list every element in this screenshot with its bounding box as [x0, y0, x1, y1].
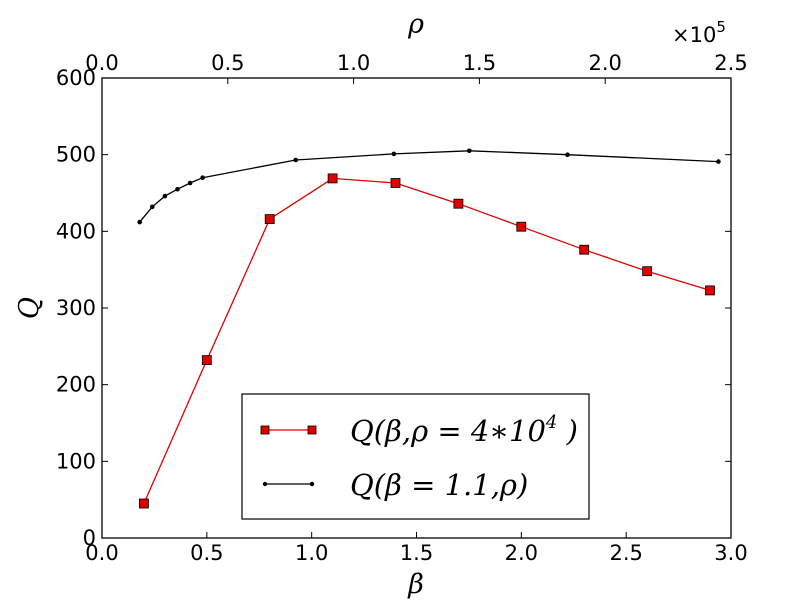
y-tick-label: 200	[56, 373, 96, 397]
series-1-point	[391, 151, 397, 157]
y-tick-label: 0	[83, 526, 96, 550]
ticks-layer: 0.0 0.5 1.0 1.5 2.0 2.5 3.0 0.0 0.5 1.0 1.5 2.0 2.5 0…	[56, 51, 748, 565]
series-0-point	[705, 285, 715, 296]
series-0-point	[201, 355, 212, 366]
series-0-point	[138, 498, 149, 509]
legend: Q(β,ρ = 4∗104 ) Q(β = 1.1,ρ)	[241, 393, 590, 520]
x-tick-label: 1.5	[400, 541, 433, 565]
multiplier-base: ×10	[672, 23, 716, 47]
top-axis-label: ρ	[407, 9, 424, 40]
y-tick-label: 500	[56, 143, 96, 167]
top-tick-label: 1.0	[337, 51, 370, 75]
series-1-point	[187, 180, 193, 186]
top-tick-label: 1.5	[463, 51, 496, 75]
series-1-point	[467, 148, 472, 154]
series-1-point	[293, 157, 299, 163]
series-0-point	[327, 173, 338, 184]
legend-entry-black: Q(β = 1.1,ρ)	[350, 468, 528, 502]
x-tick-label: 1.0	[295, 541, 328, 565]
series-0-point	[516, 221, 527, 232]
series-0-point	[579, 244, 590, 255]
y-tick-label: 100	[56, 449, 96, 473]
y-tick-label: 400	[56, 219, 96, 243]
x-tick-label: 0.0	[85, 541, 118, 565]
y-tick-label: 300	[56, 296, 96, 320]
plot-area-frame	[101, 77, 732, 539]
x-tick-label: 2.5	[609, 541, 642, 565]
series-layer	[137, 148, 721, 509]
svg-text:×105: ×105	[672, 18, 726, 47]
y-axis-label: Q	[14, 297, 45, 319]
series-1-point	[716, 159, 721, 164]
series-line-1	[139, 150, 719, 223]
x-tick-label: 0.5	[190, 541, 223, 565]
series-1-point	[565, 152, 570, 157]
series-0-point	[453, 198, 464, 209]
multiplier-exponent: 5	[716, 18, 726, 36]
legend-marker-red-right	[307, 425, 317, 435]
series-1-point	[137, 219, 142, 225]
legend-entry-red: Q(β,ρ = 4∗104 )	[350, 412, 578, 448]
series-line-0	[143, 177, 711, 504]
top-tick-label: 0.0	[85, 51, 118, 75]
x-tick-label: 2.0	[505, 541, 538, 565]
legend-red-end: )	[557, 414, 578, 448]
legend-red-main: Q(β,ρ = 4∗10	[350, 414, 546, 448]
legend-red-sup: 4	[545, 412, 557, 433]
top-axis-multiplier: ×105	[672, 18, 726, 47]
series-0-point	[642, 266, 652, 277]
top-tick-label: 2.5	[714, 51, 747, 75]
top-tick-label: 2.0	[588, 51, 621, 75]
legend-marker-red-left	[260, 425, 270, 435]
series-1-point	[175, 186, 180, 192]
y-tick-label: 600	[56, 66, 96, 90]
x-tick-label: 3.0	[714, 541, 747, 565]
series-1-point	[150, 204, 155, 210]
x-axis-label: β	[407, 569, 424, 600]
legend-marker-black-left	[262, 481, 268, 487]
legend-marker-black-right	[309, 481, 315, 487]
series-0-point	[390, 178, 401, 188]
series-0-point	[264, 214, 275, 225]
top-tick-label: 0.5	[211, 51, 244, 75]
legend-box	[241, 393, 590, 520]
series-1-point	[200, 175, 205, 180]
series-1-point	[162, 193, 168, 199]
